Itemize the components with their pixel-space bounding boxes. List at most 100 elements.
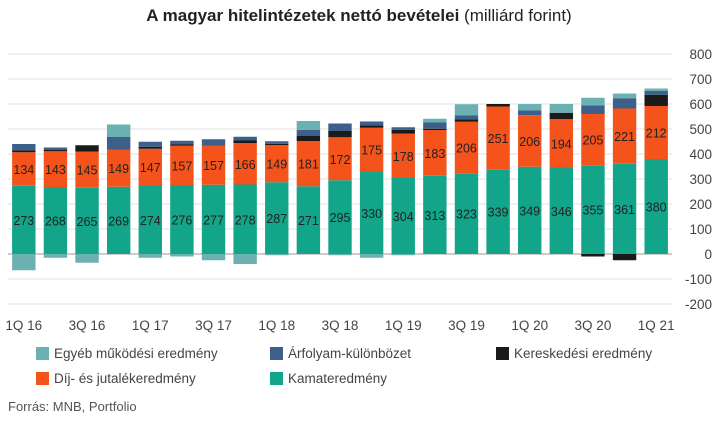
bar-egybmkdsieredmny-0 xyxy=(12,254,36,271)
bar-egybmkdsieredmny-19 xyxy=(612,93,637,99)
bar-kereskedsieredmny-10 xyxy=(328,131,352,138)
data-label: 274 xyxy=(140,214,161,228)
bar-egybmkdsieredmny-18 xyxy=(581,97,605,106)
data-label: 276 xyxy=(171,214,192,228)
data-label: 273 xyxy=(13,214,34,228)
bar-djsjutalkeredmny-4 xyxy=(138,148,162,186)
bar-kereskedsieredmny-5 xyxy=(170,144,194,146)
bar-kereskedsieredmny-18 xyxy=(581,254,605,257)
bar-rfolyamklnbzet-16 xyxy=(518,110,542,116)
bar-djsjutalkeredmny-6 xyxy=(201,145,226,185)
bar-rfolyamklnbzet-1 xyxy=(43,147,68,150)
bar-kereskedsieredmny-11 xyxy=(359,125,384,128)
bar-egybmkdsieredmny-20 xyxy=(644,88,668,91)
data-label: 181 xyxy=(298,158,319,172)
data-label: 295 xyxy=(330,211,351,225)
bar-kamateredmny-18 xyxy=(581,165,605,254)
y-tick-label: 300 xyxy=(689,172,712,187)
legend-item: Díj- és jutalékeredmény xyxy=(36,371,196,386)
bar-kamateredmny-16 xyxy=(518,166,542,254)
bar-djsjutalkeredmny-11 xyxy=(359,127,384,172)
bar-egybmkdsieredmny-17 xyxy=(549,104,574,113)
bar-kereskedsieredmny-19 xyxy=(612,254,637,261)
data-label: 251 xyxy=(488,132,509,146)
bar-rfolyamklnbzet-19 xyxy=(612,98,637,109)
x-tick-label: 3Q 19 xyxy=(448,318,485,333)
stacked-bar-chart: -200 -100 0 100 200 300 400 500 600 700 800 273 134 2… xyxy=(5,47,712,333)
bar-djsjutalkeredmny-3 xyxy=(106,149,131,187)
bar-djsjutalkeredmny-1 xyxy=(43,151,68,187)
y-tick-label: 400 xyxy=(689,147,712,162)
bar-kamateredmny-11 xyxy=(359,171,384,254)
bar-rfolyamklnbzet-6 xyxy=(201,139,226,146)
data-label: 268 xyxy=(45,215,66,229)
bar-rfolyamklnbzet-3 xyxy=(106,137,131,150)
x-tick-label: 3Q 17 xyxy=(195,318,232,333)
data-label: 287 xyxy=(266,212,287,226)
data-label: 361 xyxy=(614,203,635,217)
legend-item: Kamateredmény xyxy=(270,371,387,386)
bar-djsjutalkeredmny-18 xyxy=(581,114,605,166)
bar-djsjutalkeredmny-7 xyxy=(233,143,257,185)
data-label: 194 xyxy=(551,137,572,151)
data-label: 278 xyxy=(235,213,256,227)
bar-egybmkdsieredmny-1 xyxy=(43,254,68,258)
x-tick-label: 1Q 19 xyxy=(385,318,422,333)
data-label: 271 xyxy=(298,214,319,228)
x-tick-label: 3Q 18 xyxy=(322,318,359,333)
bar-kereskedsieredmny-2 xyxy=(75,145,99,152)
bar-rfolyamklnbzet-13 xyxy=(423,122,447,129)
bar-kamateredmny-14 xyxy=(454,173,479,254)
bar-djsjutalkeredmny-0 xyxy=(12,152,36,186)
data-label: 349 xyxy=(519,204,540,218)
bar-kereskedsieredmny-0 xyxy=(12,150,36,153)
bar-kamateredmny-4 xyxy=(138,185,162,254)
bar-djsjutalkeredmny-10 xyxy=(328,137,352,181)
bar-rfolyamklnbzet-4 xyxy=(138,141,162,147)
data-label: 265 xyxy=(77,215,98,229)
data-label: 166 xyxy=(235,158,256,172)
bar-kereskedsieredmny-20 xyxy=(644,94,668,106)
data-label: 157 xyxy=(171,159,192,173)
bar-kereskedsieredmny-4 xyxy=(138,146,162,149)
bar-rfolyamklnbzet-12 xyxy=(391,127,415,130)
bar-egybmkdsieredmny-2 xyxy=(75,254,99,263)
y-tick-label: 100 xyxy=(689,222,712,237)
data-label: 380 xyxy=(646,201,667,215)
bar-kamateredmny-7 xyxy=(233,184,257,254)
y-tick-label: -200 xyxy=(685,297,712,312)
bar-kamateredmny-10 xyxy=(328,180,352,254)
bar-djsjutalkeredmny-9 xyxy=(296,141,321,187)
bar-kamateredmny-1 xyxy=(43,187,68,254)
bar-kamateredmny-8 xyxy=(265,182,289,254)
bar-kereskedsieredmny-12 xyxy=(391,129,415,134)
bar-kamateredmny-12 xyxy=(391,178,415,254)
legend-label: Árfolyam-különbözet xyxy=(288,346,412,361)
legend-item: Egyéb működési eredmény xyxy=(36,346,218,361)
bar-djsjutalkeredmny-8 xyxy=(265,145,289,183)
legend-swatch xyxy=(270,372,283,385)
bar-djsjutalkeredmny-16 xyxy=(518,115,542,167)
bar-rfolyamklnbzet-14 xyxy=(454,115,479,120)
data-label: 178 xyxy=(393,150,414,164)
legend-label: Kamateredmény xyxy=(288,371,388,386)
x-tick-label: 1Q 17 xyxy=(132,318,169,333)
data-label: 339 xyxy=(488,206,509,220)
data-label: 346 xyxy=(551,205,572,219)
y-tick-label: 500 xyxy=(689,122,712,137)
data-label: 269 xyxy=(108,214,129,228)
bar-rfolyamklnbzet-9 xyxy=(296,129,321,136)
bar-kamateredmny-3 xyxy=(106,186,131,254)
chart-title-main: A magyar hitelintézetek nettó bevételei xyxy=(146,6,460,25)
x-tick-label: 1Q 18 xyxy=(258,318,295,333)
data-label: 205 xyxy=(583,134,604,148)
bar-kamateredmny-6 xyxy=(201,184,226,254)
bar-rfolyamklnbzet-10 xyxy=(328,123,352,131)
bar-djsjutalkeredmny-19 xyxy=(612,108,637,164)
y-tick-label: 600 xyxy=(689,97,712,112)
legend-swatch xyxy=(496,347,509,360)
bar-kereskedsieredmny-13 xyxy=(423,128,447,130)
bar-djsjutalkeredmny-17 xyxy=(549,119,574,168)
bar-djsjutalkeredmny-12 xyxy=(391,133,415,178)
bar-egybmkdsieredmny-16 xyxy=(518,104,542,111)
